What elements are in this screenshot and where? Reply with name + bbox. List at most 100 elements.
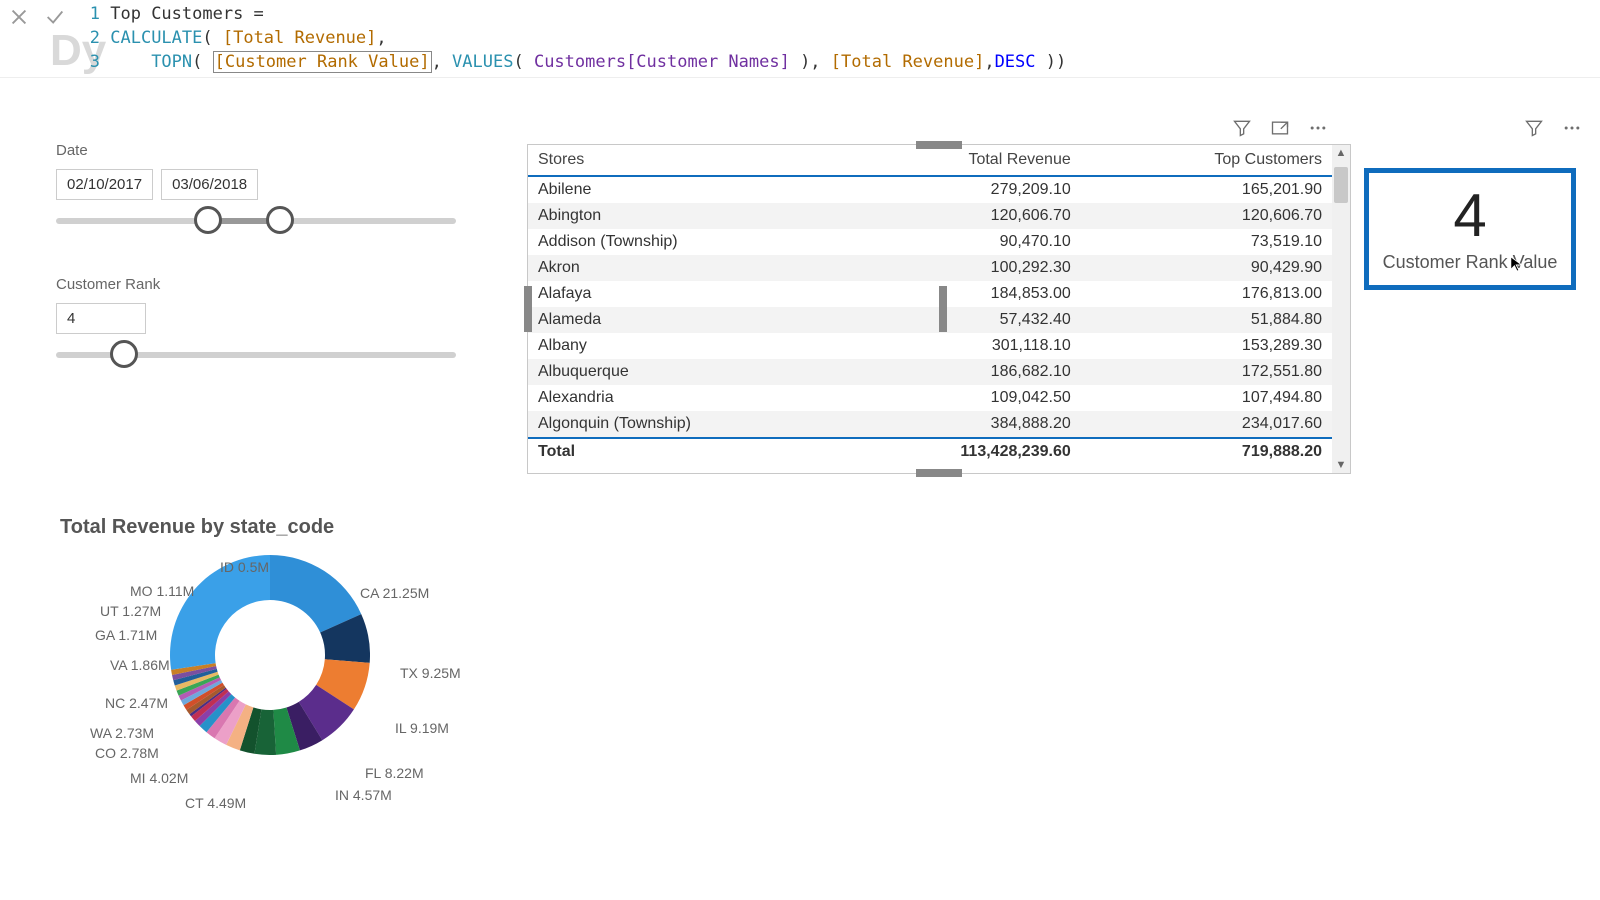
rank-slicer[interactable]: Customer Rank 4: [56, 276, 456, 358]
cell-revenue: 57,432.40: [742, 307, 1081, 333]
table-header-row: Stores Total Revenue Top Customers: [528, 145, 1332, 176]
date-start-input[interactable]: 02/10/2017: [56, 169, 153, 200]
col-top-customers[interactable]: Top Customers: [1081, 145, 1332, 176]
donut-label: UT 1.27M: [100, 603, 161, 619]
rank-value-input[interactable]: 4: [56, 303, 146, 334]
donut-label: IL 9.19M: [395, 720, 449, 736]
customer-rank-card[interactable]: 4 Customer Rank Value: [1364, 168, 1576, 290]
card-label: Customer Rank Value: [1383, 252, 1558, 273]
table-row[interactable]: Addison (Township)90,470.1073,519.10: [528, 229, 1332, 255]
date-range-handle-end[interactable]: [266, 206, 294, 234]
date-range-handle-start[interactable]: [194, 206, 222, 234]
card-visual-header: [1524, 118, 1582, 138]
rank-range-track[interactable]: [56, 352, 456, 358]
resize-handle-left[interactable]: [524, 286, 532, 332]
table-row[interactable]: Abington120,606.70120,606.70: [528, 203, 1332, 229]
table-row[interactable]: Abilene279,209.10165,201.90: [528, 176, 1332, 203]
table-visual-header: [1232, 118, 1328, 138]
stores-table: Stores Total Revenue Top Customers Abile…: [528, 145, 1332, 465]
donut-label: NC 2.47M: [105, 695, 168, 711]
scroll-up-arrow[interactable]: ▲: [1332, 147, 1350, 159]
rank-range-handle[interactable]: [110, 340, 138, 368]
donut-title: Total Revenue by state_code: [60, 516, 500, 539]
date-end-input[interactable]: 03/06/2018: [161, 169, 258, 200]
resize-handle-right[interactable]: [939, 286, 947, 332]
cell-store: Alameda: [528, 307, 742, 333]
table-row[interactable]: Akron100,292.3090,429.90: [528, 255, 1332, 281]
resize-handle-top[interactable]: [916, 141, 962, 149]
cell-store: Alexandria: [528, 385, 742, 411]
date-range-track[interactable]: [56, 218, 456, 224]
table-body: Abilene279,209.10165,201.90Abington120,6…: [528, 176, 1332, 465]
donut-label: WA 2.73M: [90, 725, 154, 741]
cell-revenue: 279,209.10: [742, 176, 1081, 203]
focus-mode-icon[interactable]: [1270, 118, 1290, 138]
cell-store: Albany: [528, 333, 742, 359]
cell-revenue: 186,682.10: [742, 359, 1081, 385]
cell-top-customers: 120,606.70: [1081, 203, 1332, 229]
stores-table-visual[interactable]: Stores Total Revenue Top Customers Abile…: [527, 144, 1351, 474]
donut-label: IN 4.57M: [335, 787, 392, 803]
donut-svg: [170, 555, 370, 755]
formula-gutter: 1 2 3: [74, 0, 100, 74]
cell-revenue: 184,853.00: [742, 281, 1081, 307]
cell-total-top: 719,888.20: [1081, 438, 1332, 465]
table-scrollbar[interactable]: ▲ ▼: [1332, 145, 1350, 473]
formula-bar: 1 2 3 Top Customers = CALCULATE( [Total …: [0, 0, 1600, 78]
cancel-formula-icon[interactable]: [8, 6, 30, 28]
cell-revenue: 100,292.30: [742, 255, 1081, 281]
filter-icon[interactable]: [1232, 118, 1252, 138]
scroll-thumb[interactable]: [1334, 167, 1348, 203]
cell-top-customers: 165,201.90: [1081, 176, 1332, 203]
donut-label: MI 4.02M: [130, 770, 188, 786]
cell-top-customers: 172,551.80: [1081, 359, 1332, 385]
cell-store: Akron: [528, 255, 742, 281]
donut-label: GA 1.71M: [95, 627, 157, 643]
donut-label: MO 1.11M: [130, 583, 194, 599]
scroll-down-arrow[interactable]: ▼: [1332, 459, 1350, 471]
date-slicer-label: Date: [56, 142, 456, 159]
donut-wrap: CA 21.25M TX 9.25M IL 9.19M FL 8.22M IN 4.57…: [60, 555, 500, 855]
donut-label: VA 1.86M: [110, 657, 170, 673]
date-slicer[interactable]: Date 02/10/2017 03/06/2018: [56, 142, 456, 224]
revenue-by-state-donut[interactable]: Total Revenue by state_code CA 21.25M TX …: [60, 516, 500, 855]
table-row[interactable]: Albuquerque186,682.10172,551.80: [528, 359, 1332, 385]
cell-revenue: 109,042.50: [742, 385, 1081, 411]
col-total-revenue[interactable]: Total Revenue: [742, 145, 1081, 176]
filter-icon[interactable]: [1524, 118, 1544, 138]
table-total-row: Total113,428,239.60719,888.20: [528, 438, 1332, 465]
mouse-cursor-icon: [1509, 255, 1527, 273]
table-row[interactable]: Alexandria109,042.50107,494.80: [528, 385, 1332, 411]
resize-handle-bottom[interactable]: [916, 469, 962, 477]
card-value: 4: [1453, 186, 1486, 246]
cell-total-label: Total: [528, 438, 742, 465]
commit-formula-icon[interactable]: [44, 6, 66, 28]
cell-top-customers: 234,017.60: [1081, 411, 1332, 438]
cell-store: Alafaya: [528, 281, 742, 307]
donut-label: FL 8.22M: [365, 765, 424, 781]
donut-label: CT 4.49M: [185, 795, 246, 811]
table-row[interactable]: Albany301,118.10153,289.30: [528, 333, 1332, 359]
cell-store: Algonquin (Township): [528, 411, 742, 438]
rank-slicer-label: Customer Rank: [56, 276, 456, 293]
cell-revenue: 384,888.20: [742, 411, 1081, 438]
donut-label: ID 0.5M: [220, 559, 269, 575]
formula-code[interactable]: Top Customers = CALCULATE( [Total Revenu…: [100, 0, 1066, 74]
cell-store: Addison (Township): [528, 229, 742, 255]
more-options-icon[interactable]: [1308, 118, 1328, 138]
table-row[interactable]: Algonquin (Township)384,888.20234,017.60: [528, 411, 1332, 438]
cell-store: Abilene: [528, 176, 742, 203]
cell-revenue: 120,606.70: [742, 203, 1081, 229]
donut-label: TX 9.25M: [400, 665, 461, 681]
table-row[interactable]: Alameda57,432.4051,884.80: [528, 307, 1332, 333]
cell-top-customers: 176,813.00: [1081, 281, 1332, 307]
col-stores[interactable]: Stores: [528, 145, 742, 176]
cell-revenue: 301,118.10: [742, 333, 1081, 359]
cell-top-customers: 153,289.30: [1081, 333, 1332, 359]
cell-total-revenue: 113,428,239.60: [742, 438, 1081, 465]
more-options-icon[interactable]: [1562, 118, 1582, 138]
cell-top-customers: 107,494.80: [1081, 385, 1332, 411]
cell-top-customers: 51,884.80: [1081, 307, 1332, 333]
donut-label: CA 21.25M: [360, 585, 429, 601]
table-row[interactable]: Alafaya184,853.00176,813.00: [528, 281, 1332, 307]
